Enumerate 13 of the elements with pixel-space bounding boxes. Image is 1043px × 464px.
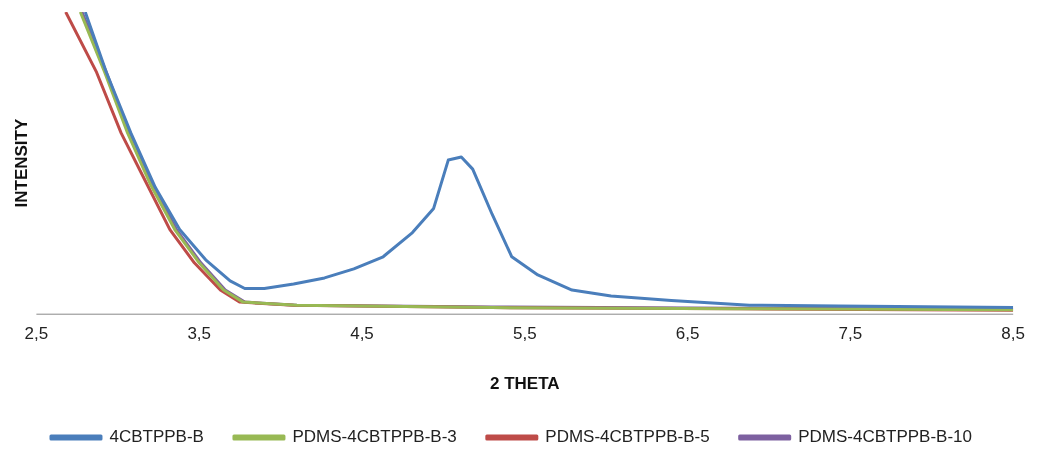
legend-label: 4CBTPPB-B: [109, 427, 204, 447]
x-axis-title: 2 THETA: [490, 374, 560, 394]
x-tick-label: 8,5: [1001, 324, 1025, 344]
x-tick-label: 3,5: [187, 324, 212, 344]
legend-label: PDMS-4CBTPPB-B-5: [545, 427, 710, 447]
legend-label: PDMS-4CBTPPB-B-10: [798, 427, 973, 447]
x-tick-label: 4,5: [350, 324, 374, 344]
x-tick-label: 7,5: [838, 324, 863, 344]
x-tick-label: 6,5: [675, 324, 700, 344]
y-axis-title: INTENSITY: [11, 118, 31, 208]
x-tick-label: 2,5: [24, 324, 49, 344]
x-tick-label: 5,5: [512, 324, 537, 344]
legend-label: PDMS-4CBTPPB-B-3: [292, 427, 457, 447]
